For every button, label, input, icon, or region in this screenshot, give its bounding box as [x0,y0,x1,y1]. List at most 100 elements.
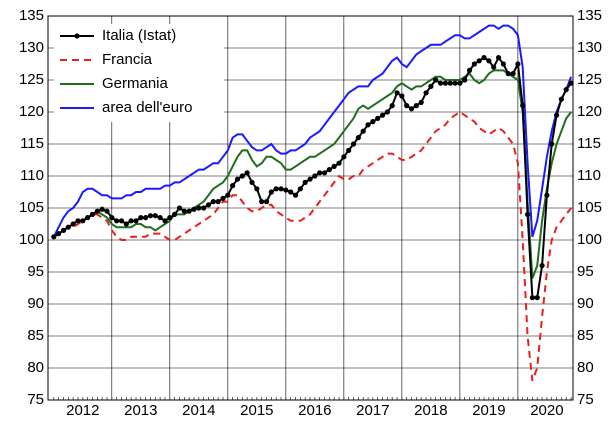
point [210,199,216,205]
point [447,80,453,86]
point [307,176,313,182]
point [433,77,439,83]
series-line [52,24,573,238]
point [491,64,497,70]
x-tick-label: 2020 [530,402,563,418]
point [215,199,221,205]
point [394,90,400,96]
legend-marker [74,33,80,39]
y-tick-label: 105 [19,199,44,216]
point [51,234,57,240]
y-tick-label: 80 [27,359,44,376]
point [89,211,96,217]
y-tick-label: 110 [20,167,44,184]
y-tick-label: 130 [19,39,44,56]
legend-box [54,24,224,122]
point [500,61,506,67]
legend-label: Germania [102,75,169,92]
point [56,231,62,237]
point [466,67,473,73]
y2-tick-label: 135 [577,7,602,24]
point [230,183,236,189]
point [442,80,448,86]
point [437,80,444,86]
y-tick-label: 90 [27,295,44,312]
series-line [53,110,572,382]
point [263,199,270,205]
y2-tick-label: 95 [577,263,594,280]
y2-tick-label: 130 [577,39,602,56]
point [553,112,560,118]
point [249,179,255,185]
point [138,215,144,221]
point [152,213,158,219]
point [196,205,202,211]
y-tick-label: 85 [27,327,44,344]
series-line [53,69,572,279]
point [486,58,492,64]
y-tick-label: 115 [20,135,44,152]
point [268,189,274,195]
point [317,170,323,176]
y2-tick-label: 90 [577,295,594,312]
point [399,93,405,99]
point [428,83,434,89]
point [172,211,178,217]
point [181,208,187,214]
x-tick-label: 2018 [414,402,447,418]
point [225,192,231,198]
point [539,263,545,269]
y2-tick-label: 105 [577,199,602,216]
point [162,218,168,224]
point [157,215,163,221]
point [563,87,569,93]
point [123,221,129,227]
point [558,96,564,102]
point [413,103,419,109]
point [457,80,463,86]
point [529,295,535,301]
point [549,141,555,147]
point [452,80,458,86]
point [355,135,361,141]
y2-tick-label: 100 [577,231,602,248]
y-tick-label: 135 [19,7,44,24]
point [341,154,347,160]
point [510,71,516,77]
point [259,199,265,205]
point [365,122,371,128]
point [534,295,540,301]
y2-tick-label: 115 [577,135,601,152]
y2-tick-label: 85 [577,327,594,344]
point [476,58,482,64]
point [423,90,429,96]
point [201,205,207,211]
point [133,218,139,224]
point [471,61,477,67]
point [360,128,366,134]
point [75,218,81,224]
point [176,205,183,211]
y2-tick-label: 125 [577,71,602,88]
point [462,77,468,83]
y2-tick-label: 80 [577,359,594,376]
point [118,218,125,224]
point [326,167,332,173]
legend-label: area dell'euro [102,99,192,116]
x-tick-label: 2019 [472,402,505,418]
y-tick-label: 95 [27,263,44,280]
point [167,215,173,221]
y2-tick-label: 75 [577,391,594,408]
point [143,215,149,221]
point [379,112,386,118]
x-tick-label: 2012 [66,402,99,418]
point [418,99,424,105]
point [288,189,294,195]
point [515,61,521,67]
plot-frame [47,15,574,401]
point [186,208,192,214]
point [568,80,574,86]
point [244,170,250,176]
y2-tick-label: 110 [577,167,601,184]
point [109,215,115,221]
